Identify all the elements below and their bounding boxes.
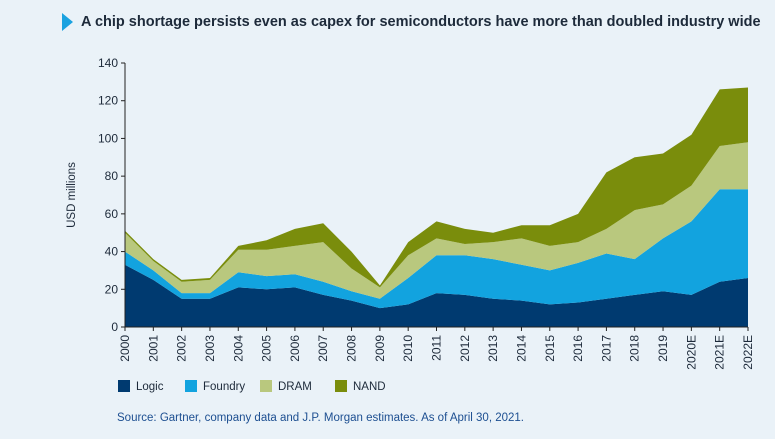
x-tick-label: 2022E <box>741 335 755 370</box>
y-tick-label: 0 <box>111 320 118 334</box>
legend-label-dram: DRAM <box>278 381 312 393</box>
y-tick-label: 100 <box>98 131 118 145</box>
x-tick-label: 2002 <box>175 335 189 362</box>
legend-swatch-nand <box>335 380 347 392</box>
area-nand <box>125 87 748 288</box>
y-tick-label: 80 <box>105 169 119 183</box>
x-tick-label: 2007 <box>316 335 330 362</box>
y-tick-label: 120 <box>98 94 118 108</box>
x-tick-label: 2021E <box>713 335 727 370</box>
x-tick-label: 2019 <box>656 335 670 362</box>
x-tick-label: 2011 <box>430 335 444 361</box>
x-tick-label: 2017 <box>599 335 613 362</box>
legend-swatch-dram <box>260 380 272 392</box>
area-logic <box>125 264 748 327</box>
x-tick-label: 2016 <box>571 335 585 362</box>
x-tick-label: 2020E <box>684 335 698 370</box>
x-tick-label: 2008 <box>345 335 359 362</box>
chart-title-row: A chip shortage persists even as capex f… <box>62 10 767 34</box>
y-tick-label: 140 <box>98 56 118 70</box>
chart-title: A chip shortage persists even as capex f… <box>81 14 761 30</box>
x-tick-label: 2006 <box>288 335 302 362</box>
x-tick-label: 2003 <box>203 335 217 362</box>
x-tick-label: 2014 <box>515 335 529 362</box>
x-tick-label: 2013 <box>486 335 500 362</box>
x-tick-label: 2001 <box>146 335 160 362</box>
chevron-right-icon <box>62 13 73 31</box>
legend-swatch-foundry <box>185 380 197 392</box>
x-tick-label: 2015 <box>543 335 557 362</box>
y-tick-label: 60 <box>105 207 119 221</box>
legend-swatch-logic <box>118 380 130 392</box>
x-tick-label: 2018 <box>628 335 642 362</box>
x-tick-label: 2010 <box>401 335 415 362</box>
area-dram <box>125 142 748 299</box>
legend-label-logic: Logic <box>136 381 164 393</box>
y-axis-label: USD millions <box>66 162 78 228</box>
legend-label-foundry: Foundry <box>203 381 245 393</box>
x-tick-label: 2005 <box>260 335 274 362</box>
x-tick-label: 2009 <box>373 335 387 362</box>
x-tick-label: 2012 <box>458 335 472 362</box>
y-tick-label: 40 <box>105 245 119 259</box>
source-note: Source: Gartner, company data and J.P. M… <box>117 412 524 424</box>
y-tick-label: 20 <box>105 282 119 296</box>
x-tick-label: 2004 <box>231 335 245 362</box>
x-tick-label: 2000 <box>118 335 132 362</box>
legend-label-nand: NAND <box>353 381 386 393</box>
area-foundry <box>125 189 748 309</box>
